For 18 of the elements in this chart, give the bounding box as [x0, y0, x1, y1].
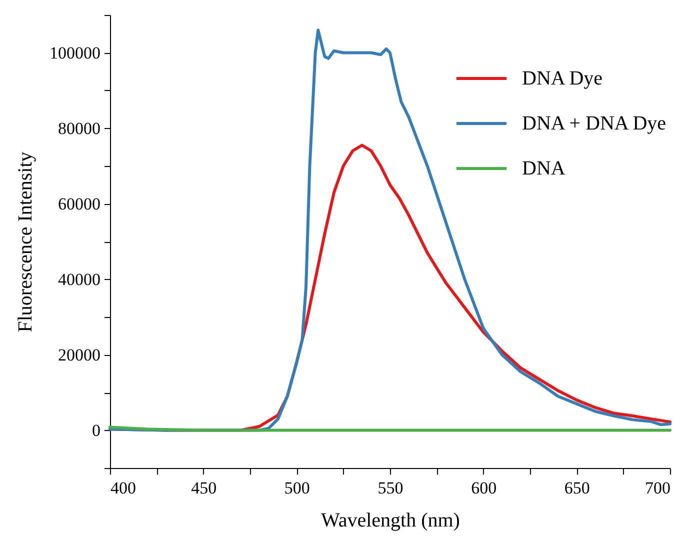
legend-label: DNA — [522, 158, 566, 180]
y-tick-label: 80000 — [58, 118, 100, 138]
y-axis-title: Fluorescence Intensity — [14, 152, 36, 332]
y-tick-label: 100000 — [50, 43, 100, 62]
y-tick-label: 40000 — [58, 270, 100, 289]
x-tick-label: 450 — [191, 478, 217, 498]
y-tick-label: 60000 — [58, 194, 100, 214]
x-tick-label: 500 — [284, 478, 310, 498]
x-tick-label: 550 — [378, 478, 404, 498]
y-tick-label: 0 — [92, 420, 100, 440]
legend-label: DNA + DNA Dye — [522, 112, 666, 134]
x-tick-label: 600 — [471, 478, 497, 498]
x-tick-label: 650 — [564, 478, 590, 498]
x-tick-label: 400 — [110, 478, 136, 498]
x-axis-title: Wavelength (nm) — [321, 510, 460, 532]
legend-label: DNA Dye — [522, 68, 603, 90]
y-tick-label: 20000 — [58, 345, 100, 364]
x-tick-label: 700 — [645, 478, 670, 498]
